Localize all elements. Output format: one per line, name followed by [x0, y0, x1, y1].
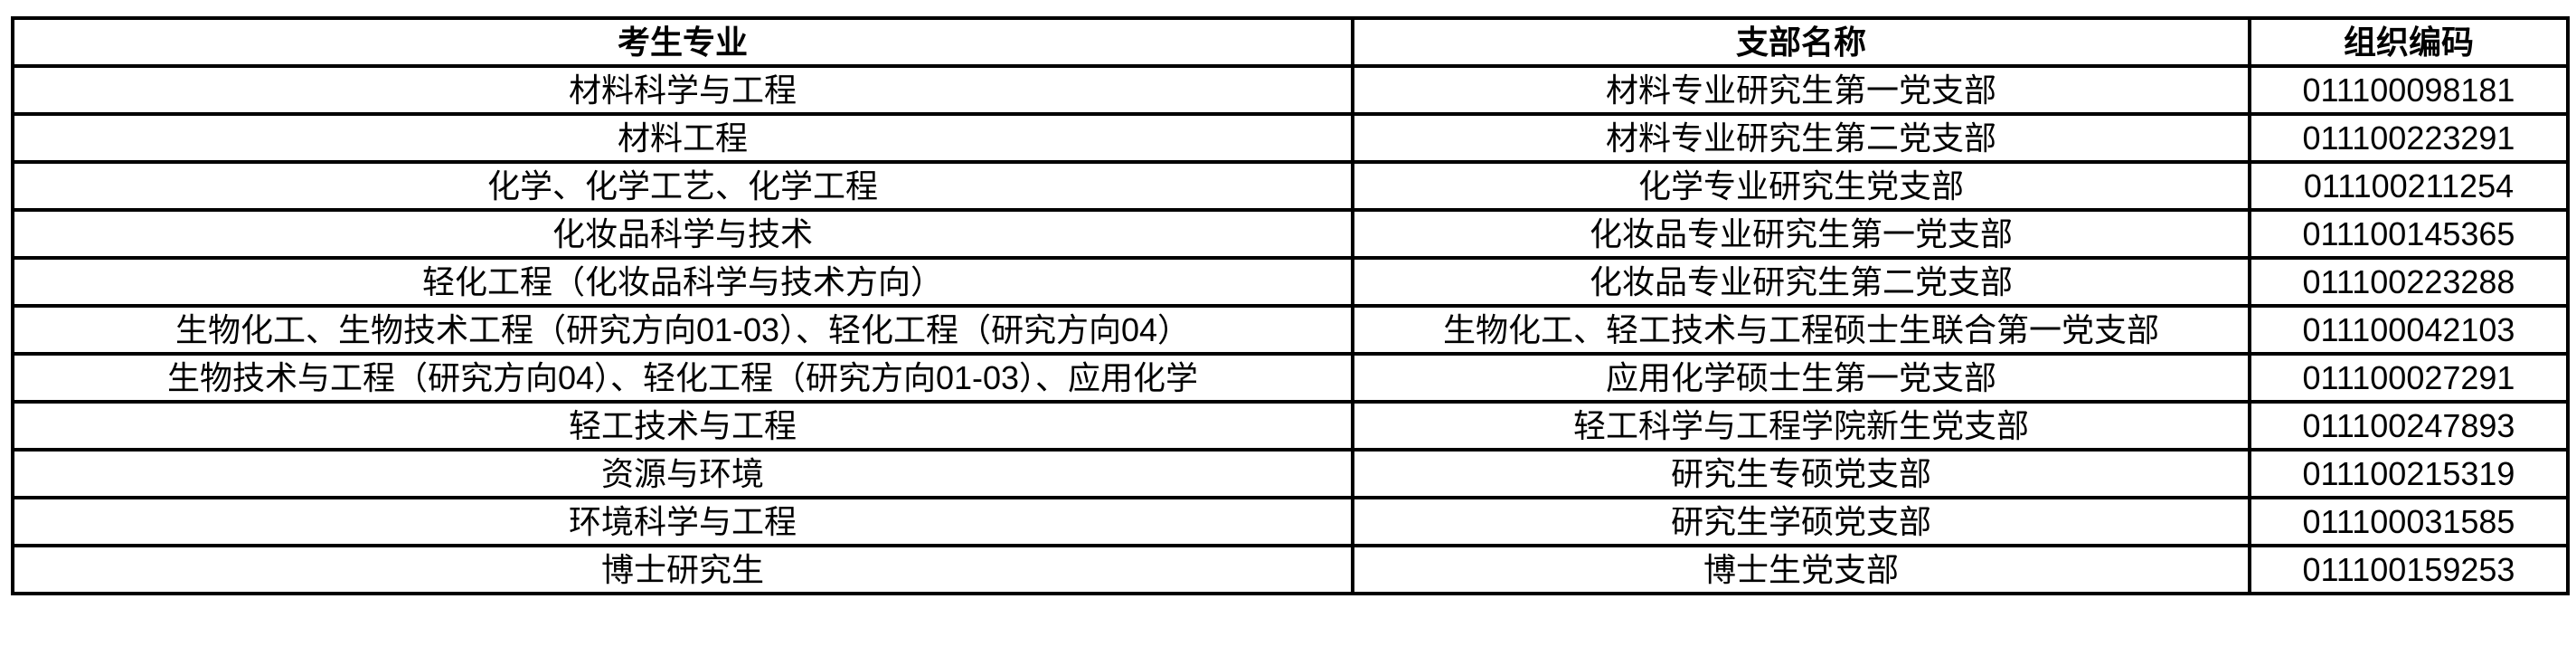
table-row: 生物技术与工程（研究方向04）、轻化工程（研究方向01-03）、应用化学 应用化学… [11, 352, 2570, 404]
cell-branch-name: 生物化工、轻工技术与工程硕士生联合第一党支部 [1351, 304, 2251, 356]
cell-org-code: 011100145365 [2248, 208, 2570, 260]
table-row: 材料科学与工程 材料专业研究生第一党支部 011100098181 [11, 64, 2570, 116]
cell-org-code: 011100215319 [2248, 448, 2570, 499]
cell-org-code: 011100159253 [2248, 544, 2570, 595]
cell-major: 材料科学与工程 [11, 64, 1354, 116]
cell-major: 生物技术与工程（研究方向04）、轻化工程（研究方向01-03）、应用化学 [11, 352, 1354, 404]
cell-major: 环境科学与工程 [11, 496, 1354, 547]
header-major: 考生专业 [11, 16, 1354, 68]
cell-major: 生物化工、生物技术工程（研究方向01-03）、轻化工程（研究方向04） [11, 304, 1354, 356]
table-row: 环境科学与工程 研究生学硕党支部 011100031585 [11, 496, 2570, 547]
cell-org-code: 011100027291 [2248, 352, 2570, 404]
table-row: 博士研究生 博士生党支部 011100159253 [11, 544, 2570, 595]
cell-major: 化妆品科学与技术 [11, 208, 1354, 260]
cell-branch-name: 化妆品专业研究生第一党支部 [1351, 208, 2251, 260]
cell-org-code: 011100223288 [2248, 256, 2570, 308]
cell-org-code: 011100223291 [2248, 112, 2570, 164]
cell-branch-name: 研究生专硕党支部 [1351, 448, 2251, 499]
table-row: 轻工技术与工程 轻工科学与工程学院新生党支部 011100247893 [11, 400, 2570, 452]
table-row: 化妆品科学与技术 化妆品专业研究生第一党支部 011100145365 [11, 208, 2570, 260]
header-org-code: 组织编码 [2248, 16, 2570, 68]
cell-org-code: 011100042103 [2248, 304, 2570, 356]
cell-major: 轻化工程（化妆品科学与技术方向） [11, 256, 1354, 308]
cell-org-code: 011100098181 [2248, 64, 2570, 116]
table-row: 轻化工程（化妆品科学与技术方向） 化妆品专业研究生第二党支部 01110022328… [11, 256, 2570, 308]
cell-major: 材料工程 [11, 112, 1354, 164]
cell-branch-name: 化学专业研究生党支部 [1351, 160, 2251, 212]
table-row: 化学、化学工艺、化学工程 化学专业研究生党支部 011100211254 [11, 160, 2570, 212]
cell-branch-name: 研究生学硕党支部 [1351, 496, 2251, 547]
table-header-row: 考生专业 支部名称 组织编码 [11, 16, 2570, 68]
branch-table: 考生专业 支部名称 组织编码 材料科学与工程 材料专业研究生第一党支部 011100… [11, 16, 2570, 595]
cell-branch-name: 应用化学硕士生第一党支部 [1351, 352, 2251, 404]
cell-org-code: 011100247893 [2248, 400, 2570, 452]
cell-major: 资源与环境 [11, 448, 1354, 499]
table-row: 生物化工、生物技术工程（研究方向01-03）、轻化工程（研究方向04） 生物化工、… [11, 304, 2570, 356]
cell-branch-name: 轻工科学与工程学院新生党支部 [1351, 400, 2251, 452]
cell-major: 轻工技术与工程 [11, 400, 1354, 452]
cell-branch-name: 化妆品专业研究生第二党支部 [1351, 256, 2251, 308]
table-row: 材料工程 材料专业研究生第二党支部 011100223291 [11, 112, 2570, 164]
header-branch-name: 支部名称 [1351, 16, 2251, 68]
cell-major: 化学、化学工艺、化学工程 [11, 160, 1354, 212]
table-row: 资源与环境 研究生专硕党支部 011100215319 [11, 448, 2570, 499]
cell-major: 博士研究生 [11, 544, 1354, 595]
cell-branch-name: 材料专业研究生第一党支部 [1351, 64, 2251, 116]
cell-org-code: 011100211254 [2248, 160, 2570, 212]
cell-branch-name: 博士生党支部 [1351, 544, 2251, 595]
cell-branch-name: 材料专业研究生第二党支部 [1351, 112, 2251, 164]
cell-org-code: 011100031585 [2248, 496, 2570, 547]
